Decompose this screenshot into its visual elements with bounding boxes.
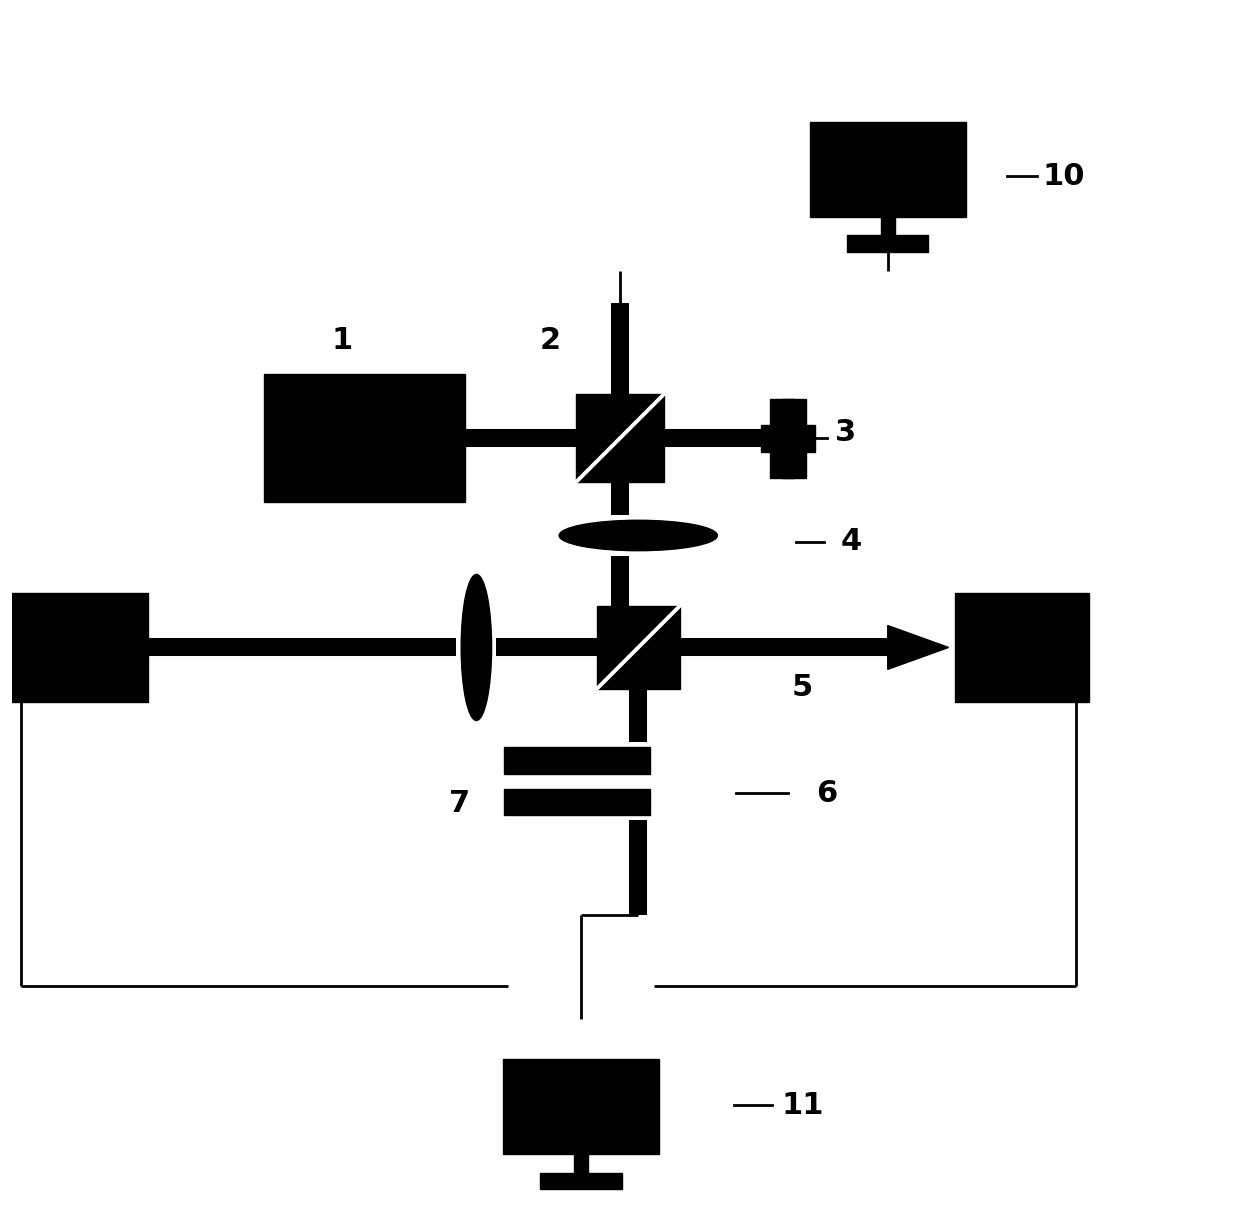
Bar [782, 398, 794, 477]
Bar [955, 593, 1089, 702]
Bar [503, 1059, 660, 1154]
Bar [880, 217, 895, 235]
Bar [596, 606, 680, 689]
Bar [505, 747, 651, 774]
Bar [577, 394, 663, 482]
Bar [847, 235, 929, 252]
Text: 10: 10 [1043, 162, 1085, 191]
Text: 3: 3 [835, 417, 856, 447]
Bar [770, 398, 806, 477]
Text: 1: 1 [332, 326, 353, 355]
Text: 8: 8 [88, 657, 110, 686]
Text: 9: 9 [1060, 649, 1081, 678]
Bar [264, 375, 465, 501]
Ellipse shape [559, 521, 718, 550]
Ellipse shape [461, 574, 491, 720]
Text: 11: 11 [781, 1090, 823, 1120]
Text: 4: 4 [841, 527, 862, 556]
Text: 2: 2 [541, 326, 562, 355]
Bar [541, 1172, 621, 1189]
Bar [574, 1154, 588, 1172]
Bar [505, 789, 651, 815]
Text: 7: 7 [449, 789, 470, 818]
Polygon shape [888, 626, 949, 669]
Bar [9, 593, 149, 702]
Text: 6: 6 [816, 779, 837, 808]
Bar [810, 122, 966, 217]
Bar [760, 425, 816, 452]
Text: 5: 5 [792, 673, 813, 702]
